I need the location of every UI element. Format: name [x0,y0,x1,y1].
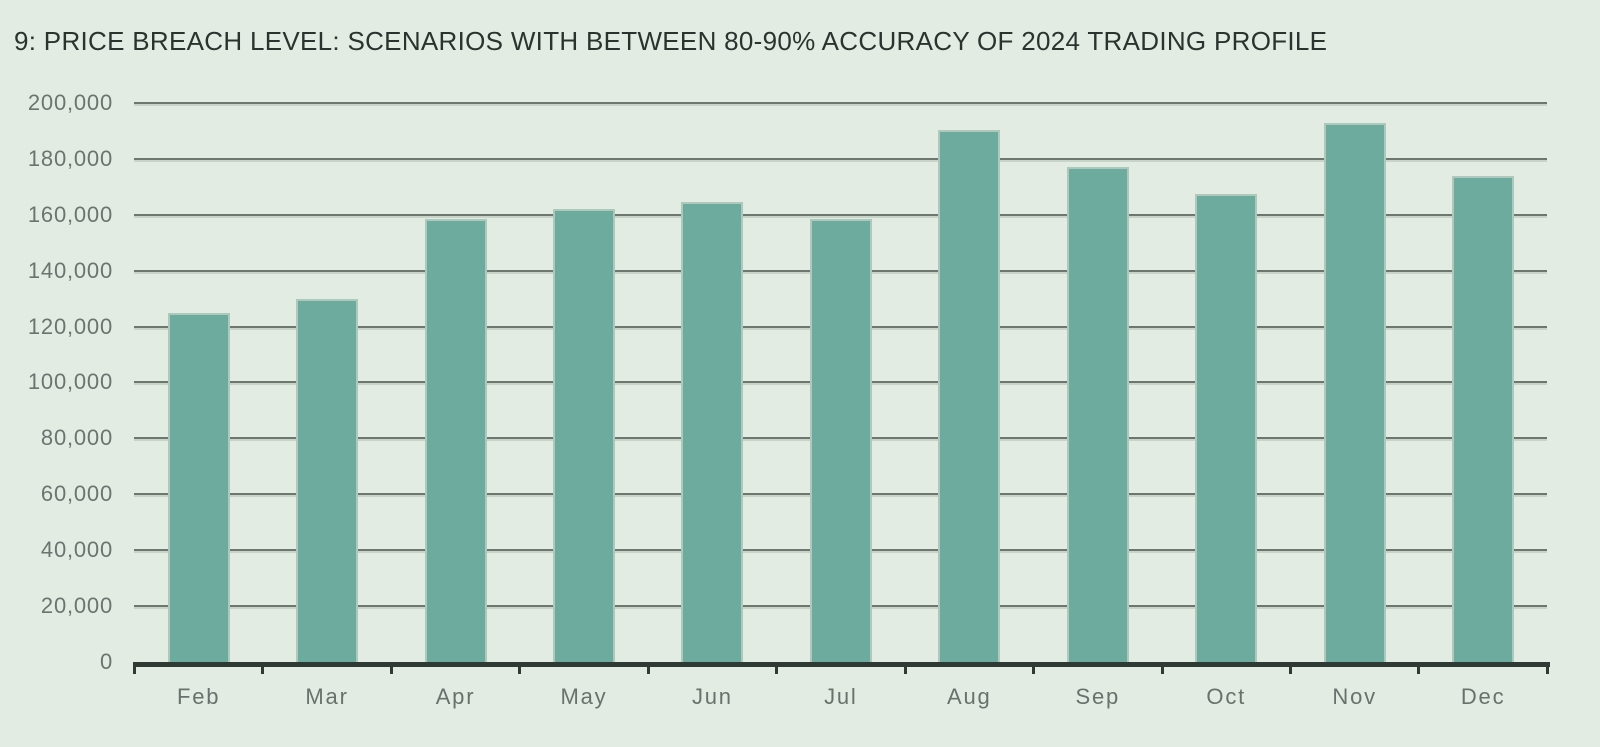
gridline [134,213,1548,216]
bar [809,219,872,664]
gridline [134,158,1548,161]
bar [938,129,1001,664]
x-axis-tick [646,661,650,674]
bar [681,202,744,664]
y-tick-label: 20,000 [40,592,113,618]
x-axis-tick [1288,661,1292,674]
bar [1066,167,1129,664]
x-axis-tick [518,661,522,674]
bar [552,209,615,664]
x-axis-tick [389,661,393,674]
y-tick-label: 0 [99,648,113,674]
bar [1452,175,1515,664]
x-axis-tick [132,661,136,674]
x-tick-label: Jun [691,684,733,709]
x-tick-label: Feb [176,684,221,709]
bar [167,312,230,664]
bar [1195,194,1258,664]
x-axis-tick [1545,661,1549,674]
x-tick-label: Jul [824,684,858,709]
bar [424,219,487,664]
x-tick-label: Apr [435,684,476,709]
x-axis-tick [1032,661,1036,674]
bar [296,298,359,664]
y-tick-label: 60,000 [40,481,113,507]
x-axis-tick [1160,661,1164,674]
x-tick-label: Sep [1075,684,1121,709]
y-tick-label: 140,000 [27,257,113,283]
y-tick-label: 100,000 [27,369,113,395]
x-tick-label: Nov [1332,684,1377,709]
y-tick-label: 40,000 [40,536,113,562]
bar [1323,122,1386,664]
x-tick-label: May [560,684,608,709]
gridline [134,102,1548,105]
y-tick-label: 80,000 [40,425,113,451]
x-axis-tick [261,661,265,674]
x-tick-label: Aug [947,684,992,709]
x-axis-tick [903,661,907,674]
x-axis-line [134,661,1551,667]
x-tick-label: Oct [1206,684,1247,709]
chart-title: 9: PRICE BREACH LEVEL: SCENARIOS WITH BE… [14,26,1328,56]
y-tick-label: 200,000 [27,90,113,116]
y-tick-label: 160,000 [27,201,113,227]
x-tick-label: Dec [1460,684,1506,709]
x-axis-tick [1417,661,1421,674]
y-tick-label: 120,000 [27,313,113,339]
x-axis-tick [775,661,779,674]
x-tick-label: Mar [305,684,349,709]
y-tick-label: 180,000 [27,146,113,172]
